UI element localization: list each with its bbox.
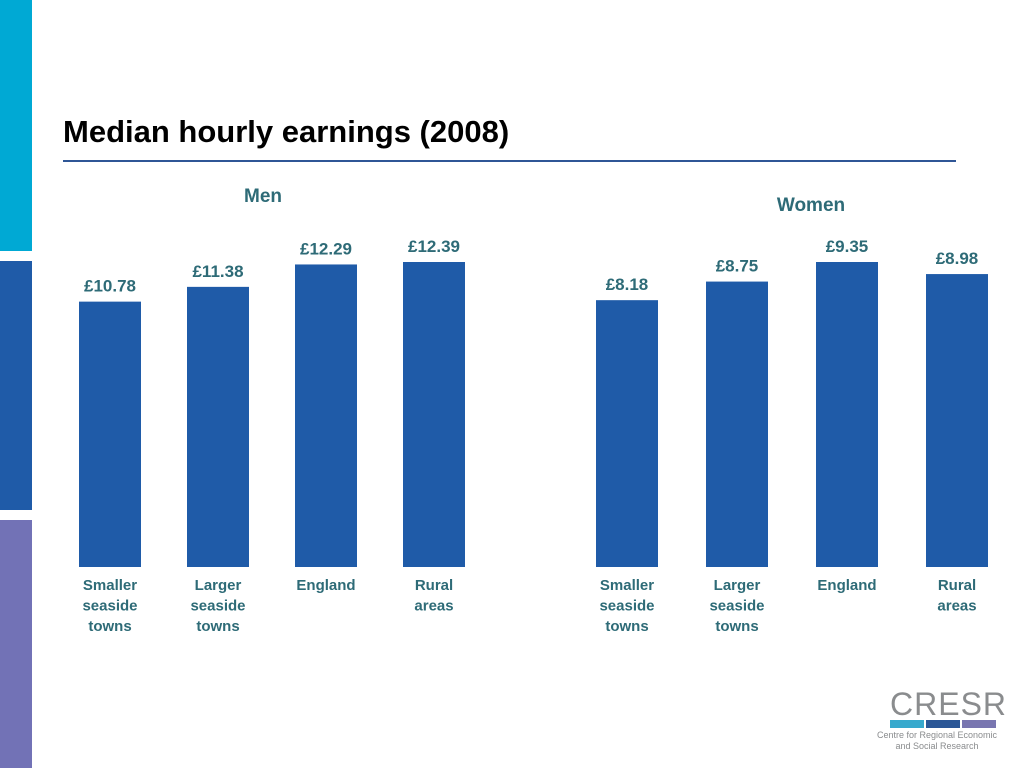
logo-tagline: Centre for Regional Economic and Social …: [876, 730, 998, 751]
logo-wordmark: CRESR: [890, 686, 1008, 722]
category-label: Larger seaside towns: [709, 577, 764, 635]
accent-strip-cyan: [0, 0, 32, 251]
accent-strip-purple: [0, 520, 32, 768]
bar: [926, 274, 988, 567]
logo-bar-1: [890, 720, 924, 728]
logo-bar-3: [962, 720, 996, 728]
data-label: £8.98: [936, 249, 979, 268]
data-label: £8.75: [716, 257, 759, 276]
category-label: Smaller seaside towns: [82, 577, 137, 635]
logo-bar-2: [926, 720, 960, 728]
accent-strip-blue: [0, 261, 32, 510]
bar: [816, 262, 878, 567]
data-label: £9.35: [826, 237, 869, 256]
category-label: Larger seaside towns: [190, 577, 245, 635]
bar: [187, 286, 249, 567]
data-label: £12.39: [408, 237, 460, 256]
data-label: £12.29: [300, 239, 352, 258]
title-rule: [63, 160, 956, 162]
chart-title: Women: [777, 195, 845, 216]
category-label: England: [817, 577, 876, 594]
data-label: £10.78: [84, 277, 136, 296]
data-label: £8.18: [606, 275, 649, 294]
bar: [295, 264, 357, 567]
cresr-logo: CRESR Centre for Regional Economic and S…: [872, 688, 1006, 752]
bar: [79, 301, 141, 567]
category-label: England: [296, 577, 355, 594]
category-label: Rural areas: [414, 577, 453, 615]
bar: [706, 281, 768, 567]
chart-title: Men: [244, 186, 282, 207]
data-label: £11.38: [192, 262, 243, 281]
bar: [596, 300, 658, 567]
women-chart: Women £8.18 Smaller seaside towns £8.75 Larger…: [596, 195, 988, 635]
slide-title: Median hourly earnings (2008): [63, 114, 510, 149]
men-chart: Men £10.78 Smaller seaside towns £11.38 Larger…: [79, 186, 465, 635]
logo-color-bars: [890, 720, 996, 728]
category-label: Rural areas: [937, 577, 976, 615]
category-label: Smaller seaside towns: [599, 577, 654, 635]
bar: [403, 262, 465, 567]
